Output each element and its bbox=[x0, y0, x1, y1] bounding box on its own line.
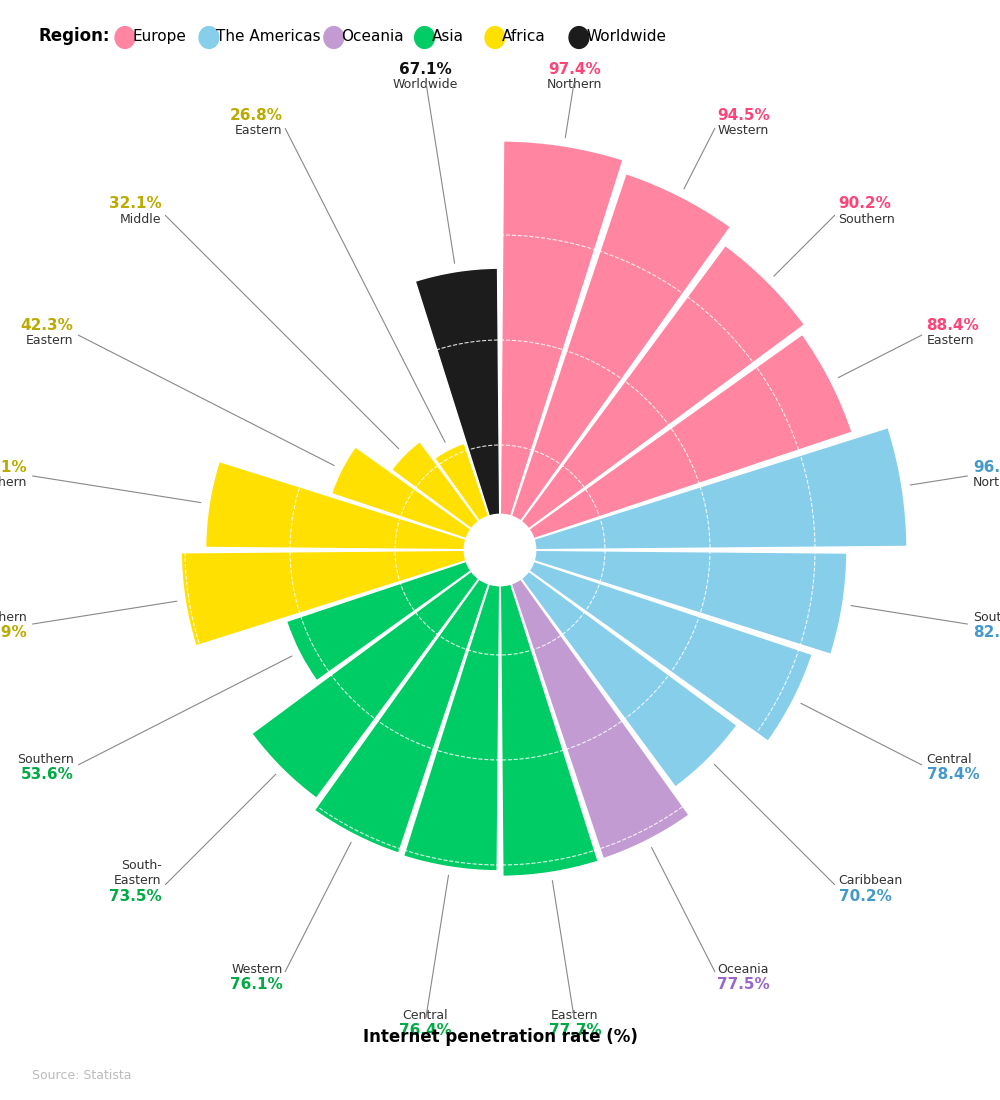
Bar bbox=[206, 462, 466, 550]
Text: Eastern: Eastern bbox=[26, 333, 73, 346]
Bar bbox=[511, 579, 689, 859]
Bar bbox=[252, 571, 479, 799]
Text: 96.9%: 96.9% bbox=[973, 460, 1000, 475]
Text: Western: Western bbox=[231, 962, 283, 976]
Text: Oceania: Oceania bbox=[341, 29, 404, 44]
Bar bbox=[521, 571, 737, 786]
Text: Southern: Southern bbox=[839, 212, 895, 226]
Text: 76.1%: 76.1% bbox=[230, 977, 283, 991]
Bar bbox=[287, 561, 471, 681]
Bar bbox=[521, 245, 805, 529]
Text: Middle: Middle bbox=[120, 212, 161, 226]
Text: 70.1%: 70.1% bbox=[0, 460, 27, 475]
Text: Southern: Southern bbox=[0, 610, 27, 624]
Text: 82.6%: 82.6% bbox=[973, 625, 1000, 640]
Text: 53.6%: 53.6% bbox=[21, 768, 73, 782]
Text: Internet penetration rate (%): Internet penetration rate (%) bbox=[363, 1028, 637, 1046]
Text: 77.5%: 77.5% bbox=[717, 977, 770, 991]
Text: Southern: Southern bbox=[973, 610, 1000, 624]
Text: Asia: Asia bbox=[432, 29, 464, 44]
Text: 32.1%: 32.1% bbox=[109, 197, 161, 211]
Text: Northern: Northern bbox=[973, 476, 1000, 490]
Bar bbox=[435, 443, 489, 521]
Circle shape bbox=[324, 26, 344, 48]
Bar bbox=[529, 561, 812, 741]
Text: 42.3%: 42.3% bbox=[21, 318, 73, 332]
Text: 90.2%: 90.2% bbox=[839, 197, 891, 211]
Text: Europe: Europe bbox=[132, 29, 186, 44]
Text: Worldwide: Worldwide bbox=[392, 78, 458, 91]
Bar bbox=[529, 334, 852, 539]
Bar bbox=[534, 550, 847, 654]
Text: Central: Central bbox=[927, 754, 972, 767]
Text: 78.4%: 78.4% bbox=[927, 768, 979, 782]
Circle shape bbox=[199, 26, 219, 48]
Bar bbox=[181, 550, 466, 646]
Bar bbox=[500, 584, 598, 877]
Bar bbox=[534, 428, 907, 550]
Bar bbox=[392, 441, 479, 529]
Text: Eastern: Eastern bbox=[551, 1009, 599, 1022]
Text: 73.5%: 73.5% bbox=[109, 889, 161, 903]
Text: 88.4%: 88.4% bbox=[927, 318, 979, 332]
Text: Africa: Africa bbox=[502, 29, 546, 44]
Text: Eastern: Eastern bbox=[235, 124, 283, 138]
Text: The Americas: The Americas bbox=[216, 29, 321, 44]
Text: 70.2%: 70.2% bbox=[839, 889, 891, 903]
Text: 67.1%: 67.1% bbox=[399, 62, 451, 77]
Text: Region:: Region: bbox=[38, 28, 110, 45]
Circle shape bbox=[415, 26, 434, 48]
Circle shape bbox=[569, 26, 589, 48]
Text: South-
Eastern: South- Eastern bbox=[114, 859, 161, 888]
Text: Northern: Northern bbox=[547, 78, 603, 91]
Text: 94.5%: 94.5% bbox=[717, 109, 770, 123]
Text: Eastern: Eastern bbox=[927, 333, 974, 346]
Text: Caribbean: Caribbean bbox=[839, 874, 903, 888]
Bar bbox=[511, 174, 730, 521]
Text: Southern: Southern bbox=[17, 754, 73, 767]
Text: 75.9%: 75.9% bbox=[0, 625, 27, 640]
Bar bbox=[415, 268, 500, 516]
Bar bbox=[332, 447, 471, 539]
Text: 97.4%: 97.4% bbox=[549, 62, 601, 77]
Text: Oceania: Oceania bbox=[717, 962, 769, 976]
Text: Worldwide: Worldwide bbox=[586, 29, 666, 44]
Bar bbox=[500, 141, 623, 516]
Bar bbox=[314, 579, 489, 854]
Bar bbox=[404, 584, 500, 871]
Text: 26.8%: 26.8% bbox=[230, 109, 283, 123]
Text: 76.4%: 76.4% bbox=[399, 1023, 452, 1038]
Text: Source: Statista: Source: Statista bbox=[32, 1069, 132, 1082]
Circle shape bbox=[115, 26, 135, 48]
Text: Western: Western bbox=[717, 124, 769, 138]
Circle shape bbox=[485, 26, 505, 48]
Text: Central: Central bbox=[402, 1009, 448, 1022]
Text: Northern: Northern bbox=[0, 476, 27, 490]
Text: 77.7%: 77.7% bbox=[549, 1023, 601, 1038]
